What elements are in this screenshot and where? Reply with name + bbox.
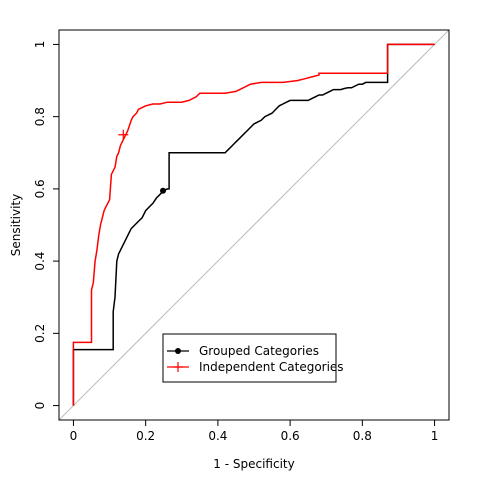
- legend-marker-independent: [173, 362, 183, 372]
- y-axis: 0 0.2 0.4 0.6 0.8 1: [33, 41, 60, 410]
- series-marker-grouped: [160, 187, 166, 194]
- diagonal-layer: [58, 29, 450, 421]
- legend-label-grouped: Grouped Categories: [199, 344, 319, 358]
- x-axis: 0 0.2 0.4 0.6 0.8 1: [70, 419, 439, 443]
- series-line-independent: [72, 43, 435, 406]
- y-tick-label: 0.8: [33, 107, 47, 126]
- x-tick-label: 0.2: [136, 429, 155, 443]
- series-marker-independent: [118, 129, 129, 140]
- x-axis-label: 1 - Specificity: [213, 457, 294, 471]
- y-tick-label: 0: [33, 402, 47, 410]
- legend-marker-grouped: [175, 348, 181, 354]
- y-axis-label: Sensitivity: [9, 194, 23, 256]
- y-tick-label: 0.6: [33, 179, 47, 198]
- series-layer: [72, 43, 435, 406]
- y-tick-label: 1: [33, 41, 47, 49]
- x-tick-label: 0.6: [281, 429, 300, 443]
- legend-box: [162, 333, 337, 383]
- x-tick-label: 0: [70, 429, 78, 443]
- legend: Grouped Categories Independent Categorie…: [162, 333, 344, 383]
- x-tick-label: 0.8: [353, 429, 372, 443]
- diagonal-reference-line: [58, 29, 450, 421]
- x-tick-label: 0.4: [208, 429, 227, 443]
- series-line-grouped: [72, 43, 435, 406]
- legend-label-independent: Independent Categories: [199, 360, 344, 374]
- y-tick-label: 0.4: [33, 252, 47, 271]
- y-tick-label: 0.2: [33, 324, 47, 343]
- x-tick-label: 1: [431, 429, 439, 443]
